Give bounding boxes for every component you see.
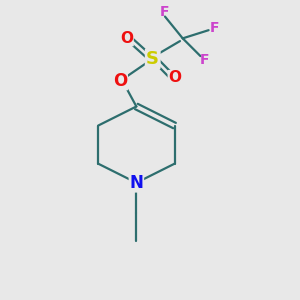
Text: F: F [209,21,219,35]
Text: O: O [168,70,181,86]
Text: N: N [129,174,143,192]
Text: S: S [146,50,159,68]
Text: O: O [120,31,133,46]
Text: O: O [113,72,127,90]
Text: F: F [200,53,209,67]
Text: F: F [160,5,170,19]
